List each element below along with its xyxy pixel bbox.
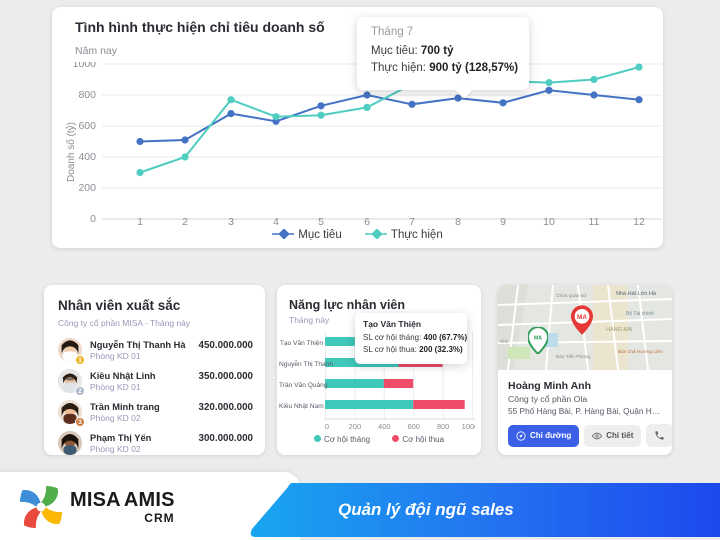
svg-text:Báo Tiền Phong: Báo Tiền Phong [556,354,590,360]
svg-text:0: 0 [90,213,96,225]
svg-text:Chùa quán sứ: Chùa quán sứ [556,293,587,299]
svg-text:1000: 1000 [73,62,97,70]
svg-text:Doanh số (tỷ): Doanh số (tỷ) [65,122,77,182]
svg-text:3: 3 [228,216,234,227]
svg-text:12: 12 [633,216,645,227]
svg-text:400: 400 [78,151,96,163]
svg-text:800: 800 [78,89,96,101]
svg-text:200: 200 [349,422,362,431]
svg-text:9: 9 [500,216,506,227]
svg-text:1000: 1000 [462,422,475,431]
svg-text:0: 0 [325,422,329,431]
svg-text:HÀNG BÀI: HÀNG BÀI [606,326,633,333]
svg-text:8: 8 [455,216,461,227]
svg-text:1: 1 [137,216,143,227]
svg-text:600: 600 [407,422,420,431]
svg-text:600: 600 [78,120,96,132]
svg-text:Nhà Hát Lớn Hà: Nhà Hát Lớn Hà [616,291,657,297]
svg-text:200: 200 [78,182,96,194]
svg-text:10: 10 [543,216,555,227]
svg-text:Bún chả Hương Liên: Bún chả Hương Liên [618,349,663,355]
svg-text:6: 6 [364,216,370,227]
svg-text:800: 800 [437,422,450,431]
svg-text:MA: MA [577,314,587,321]
svg-text:400: 400 [378,422,391,431]
svg-text:7: 7 [409,216,415,227]
svg-text:Bộ Tài chính: Bộ Tài chính [626,311,654,317]
svg-text:2: 2 [182,216,188,227]
svg-text:4: 4 [273,216,279,227]
svg-text:MA: MA [534,336,542,342]
svg-text:11: 11 [589,216,600,227]
svg-text:5: 5 [318,216,324,227]
